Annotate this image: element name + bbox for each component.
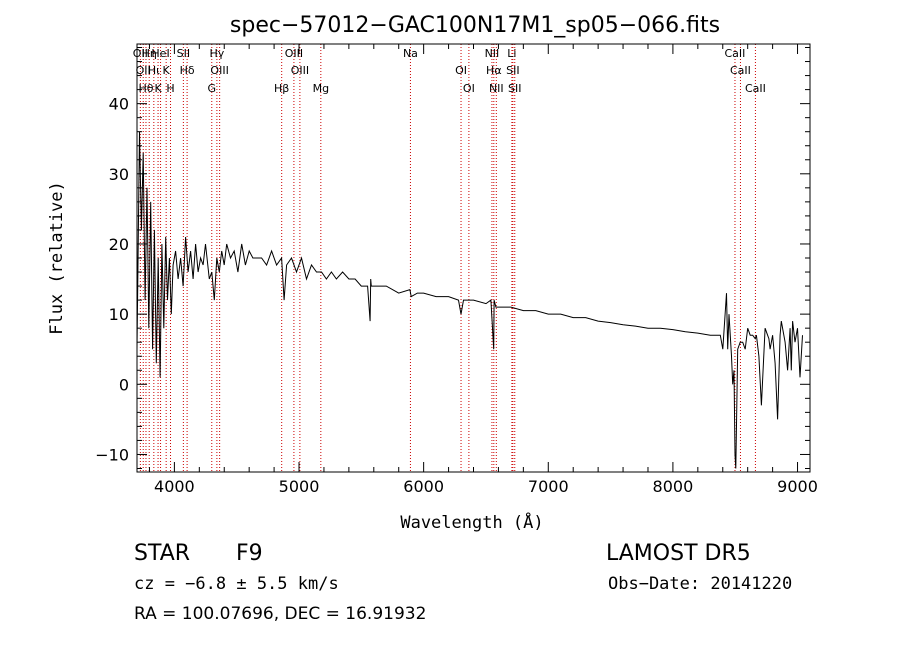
line-label: CaII (725, 47, 746, 60)
line-label: CaII (745, 82, 766, 95)
line-label: Hβ (274, 82, 289, 95)
line-label: Hι (148, 64, 160, 77)
x-axis-label: Wavelength (Å) (400, 511, 543, 533)
y-tick-label: 30 (109, 165, 129, 184)
line-label: OIII (285, 47, 303, 60)
plot-frame (136, 43, 811, 473)
line-label: G (208, 82, 217, 95)
line-label: CaII (730, 64, 751, 77)
line-label: OIII (291, 64, 309, 77)
line-label: Hα (486, 64, 502, 77)
y-tick-label: 10 (109, 305, 129, 324)
velocity-text: cz = −6.8 ± 5.5 km/s (134, 574, 339, 594)
line-label: SII (508, 82, 521, 95)
y-axis-ticks: −10 0 10 20 30 40 (95, 47, 810, 469)
chart-title: spec−57012−GAC100N17M1_sp05−066.fits (230, 13, 720, 38)
line-label: SII (506, 64, 519, 77)
line-label: Na (403, 47, 418, 60)
line-label: Hδ (180, 64, 195, 77)
spectrum-line (136, 131, 803, 469)
x-tick-label: 5000 (279, 477, 320, 496)
line-label: NII (485, 47, 500, 60)
line-label: K (154, 82, 162, 95)
subclass: F9 (236, 541, 263, 566)
x-tick-label: 9000 (777, 477, 818, 496)
x-tick-label: 6000 (403, 477, 444, 496)
line-label: NII (489, 82, 504, 95)
x-tick-label: 8000 (653, 477, 694, 496)
line-label: OI (455, 64, 467, 77)
line-label: OII (136, 64, 151, 77)
line-label: Hγ (209, 47, 224, 60)
line-label: OIII (210, 64, 228, 77)
line-label: Li (507, 47, 516, 60)
y-tick-label: 0 (119, 375, 129, 394)
object-class: STAR (134, 541, 191, 566)
x-tick-label: 4000 (154, 477, 195, 496)
survey-name: LAMOST DR5 (606, 541, 751, 566)
emission-line-markers (139, 44, 756, 472)
x-axis-ticks: 4000 5000 6000 7000 8000 9000 (148, 44, 818, 496)
line-label: HeI (151, 47, 169, 60)
x-tick-label: 7000 (528, 477, 569, 496)
line-label: Hθ (138, 82, 153, 95)
y-axis-label: Flux (relative) (47, 181, 67, 335)
line-label: Hη (142, 47, 157, 60)
y-tick-label: −10 (95, 445, 129, 464)
coordinates: RA = 100.07696, DEC = 16.91932 (134, 604, 427, 624)
y-tick-label: 40 (109, 95, 129, 114)
line-label: H (166, 82, 174, 95)
emission-line-labels: OIIOIIHθHηHιKHeIKHSIIHδGHγOIIIHβOIIIOIII… (133, 47, 766, 95)
line-label: SII (177, 47, 190, 60)
line-label: K (163, 64, 171, 77)
y-tick-label: 20 (109, 235, 129, 254)
plot-axes (136, 43, 811, 473)
line-label: OI (463, 82, 475, 95)
obs-date: Obs−Date: 20141220 (608, 574, 793, 594)
line-label: Mg (313, 82, 329, 95)
